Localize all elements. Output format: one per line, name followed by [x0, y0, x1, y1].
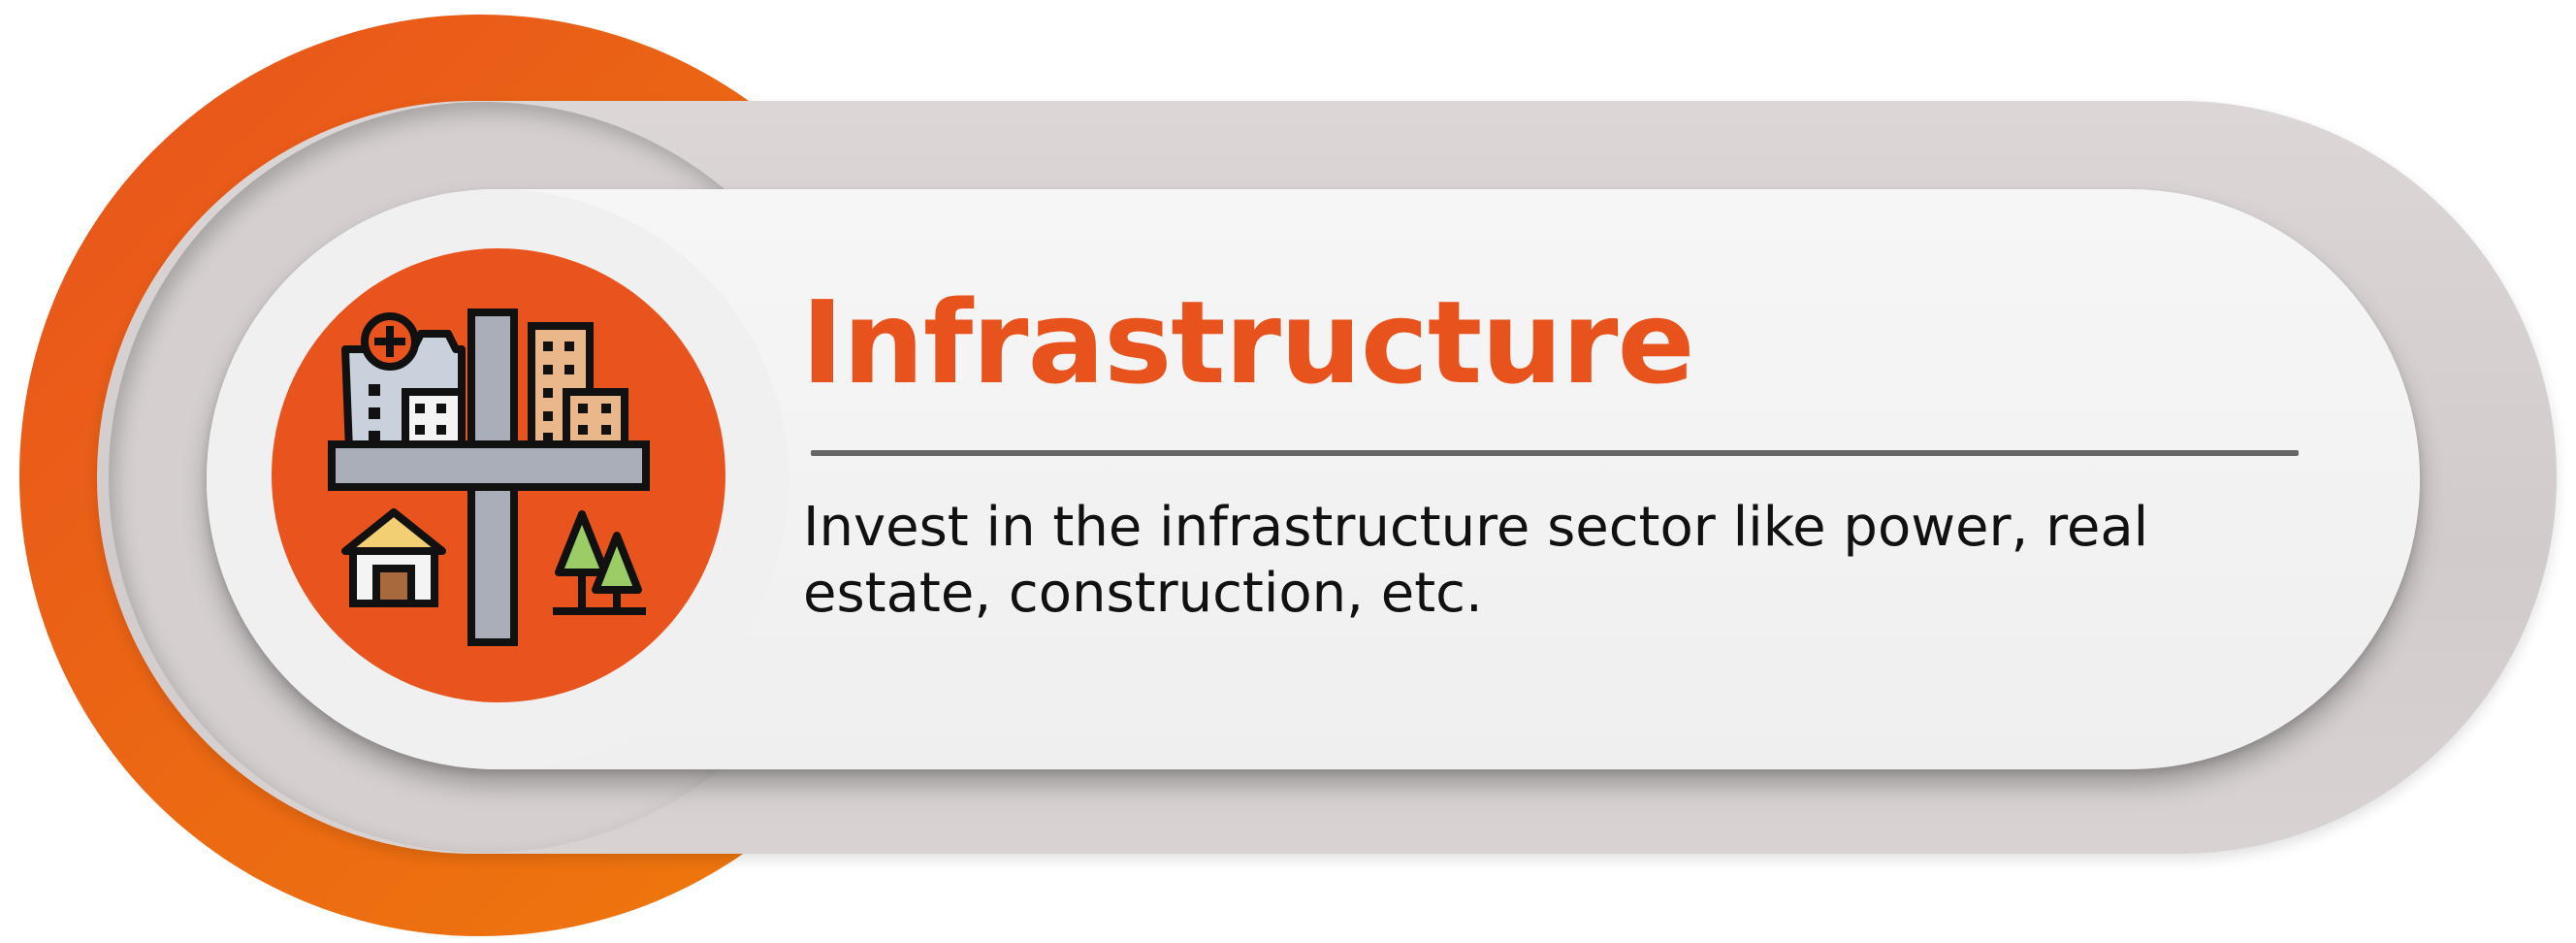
card-title: Infrastructure [801, 276, 1694, 409]
card-description: Invest in the infrastructure sector like… [803, 496, 2149, 625]
title-divider [811, 450, 2299, 456]
icon-badge [272, 248, 725, 702]
city-infrastructure-icon [328, 309, 650, 646]
